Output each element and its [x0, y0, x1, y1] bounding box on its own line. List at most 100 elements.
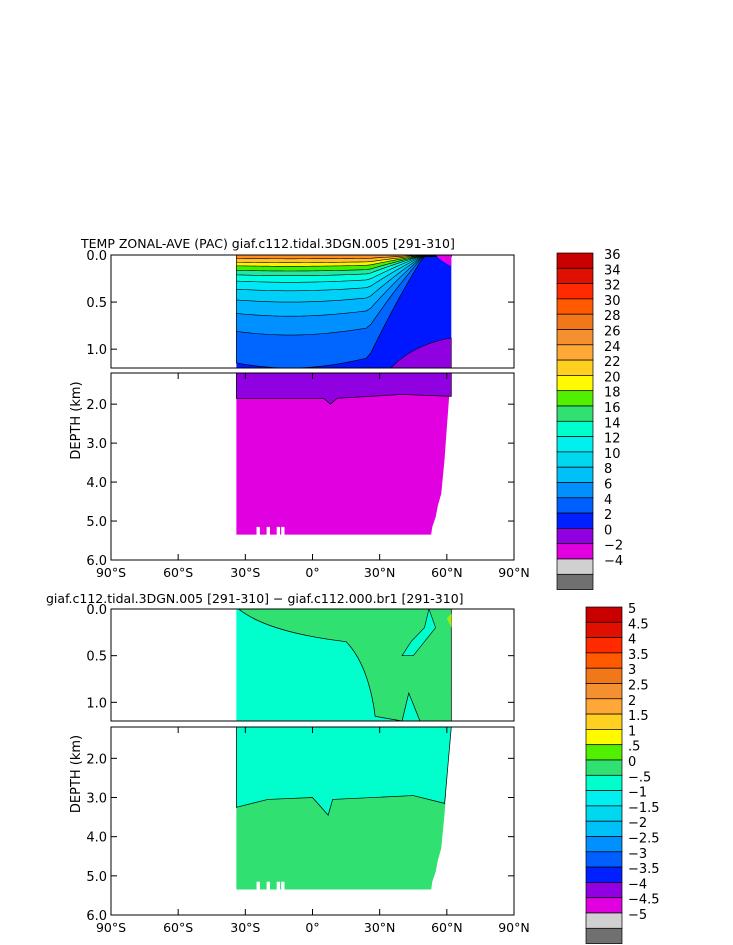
x-tick-label: 60°S: [163, 920, 193, 935]
colorbar-swatch: [556, 390, 594, 407]
y-tick-label: 6.0: [86, 909, 107, 924]
colorbar-label: 2: [628, 694, 636, 709]
chart-title: TEMP ZONAL-AVE (PAC) giaf.c112.tidal.3DG…: [80, 236, 455, 251]
colorbar-swatch: [556, 420, 594, 437]
y-tick-label: 4.0: [86, 476, 107, 491]
x-tick-label: 60°N: [431, 920, 463, 935]
layer-deep: [236, 373, 452, 535]
colorbar-swatch: [585, 652, 623, 669]
x-tick-label: 60°N: [431, 565, 463, 580]
colorbar-swatch: [556, 543, 594, 560]
colorbar-swatch: [585, 912, 623, 929]
colorbar-label: −1.5: [628, 801, 660, 816]
x-tick-label: 30°S: [230, 565, 260, 580]
colorbar-swatch: [556, 528, 594, 545]
bathymetry-gap: [266, 881, 270, 891]
diff-positive: [446, 613, 452, 628]
colorbar-label: 28: [604, 309, 621, 324]
diff-negative: [236, 727, 452, 816]
colorbar-label: −3.5: [628, 862, 660, 877]
x-tick-label: 90°S: [96, 565, 126, 580]
colorbar-label: 5: [628, 602, 636, 617]
colorbar-swatch: [585, 713, 623, 730]
colorbar-label: 4: [628, 633, 636, 648]
upper-field: [236, 255, 452, 368]
panel-2: giaf.c112.tidal.3DGN.005 [291-310] − gia…: [46, 591, 660, 944]
diff-positive: [238, 609, 452, 721]
y-tick-label: 3.0: [86, 437, 107, 452]
colorbar-swatch: [556, 298, 594, 315]
y-tick-label: 0.5: [86, 296, 107, 311]
colorbar-label: 18: [604, 386, 621, 401]
colorbar-label: 14: [604, 416, 621, 431]
colorbar-label: 26: [604, 325, 621, 340]
colorbar-label: 12: [604, 432, 621, 447]
colorbar-label: 6: [604, 478, 612, 493]
colorbar-swatch: [556, 359, 594, 376]
colorbar-label: 3: [628, 663, 636, 678]
y-tick-label: 5.0: [86, 515, 107, 530]
colorbar-label: 2.5: [628, 679, 649, 694]
bathymetry-gap: [281, 526, 285, 536]
upper-frame: [110, 254, 515, 369]
colorbar-label: 1.5: [628, 709, 649, 724]
colorbar-swatch: [556, 267, 594, 284]
colorbar-label: −.5: [628, 770, 651, 785]
colorbar-swatch: [585, 851, 623, 868]
lower-field: [236, 727, 452, 891]
layer-upper: [236, 373, 452, 405]
colorbar-swatch: [556, 451, 594, 468]
temp-band: [435, 255, 452, 267]
colorbar-label: 20: [604, 370, 621, 385]
colorbar-swatch: [585, 683, 623, 700]
x-tick-label: 0°: [305, 920, 319, 935]
colorbar-label: 30: [604, 294, 621, 309]
colorbar-swatch: [585, 759, 623, 776]
colorbar-swatch: [556, 573, 594, 590]
bathymetry-gap: [256, 526, 260, 536]
colorbar-swatch: [556, 497, 594, 514]
colorbar-swatch: [585, 774, 623, 791]
colorbar-label: −2.5: [628, 832, 660, 847]
y-tick-label: 6.0: [86, 554, 107, 569]
colorbar-swatch: [556, 313, 594, 330]
y-tick-label: 2.0: [86, 752, 107, 767]
y-tick-label: 0.5: [86, 650, 107, 665]
colorbar-swatch: [556, 329, 594, 346]
colorbar-label: .5: [628, 740, 640, 755]
colorbar-label: −5: [628, 908, 647, 923]
diff-negative: [401, 609, 436, 656]
colorbar-swatch: [556, 436, 594, 453]
colorbar-label: 22: [604, 355, 621, 370]
colorbar-label: 32: [604, 279, 621, 294]
temp-band: [390, 337, 452, 368]
colorbar-label: 0: [628, 755, 636, 770]
colorbar-swatch: [585, 836, 623, 853]
colorbar-label: 0: [604, 523, 612, 538]
x-tick-label: 90°N: [498, 565, 530, 580]
x-tick-label: 90°S: [96, 920, 126, 935]
colorbar-label: 1: [628, 724, 636, 739]
y-tick-label: 4.0: [86, 831, 107, 846]
bathymetry-gap: [276, 526, 281, 536]
colorbar-swatch: [585, 790, 623, 807]
x-tick-label: 60°S: [163, 565, 193, 580]
colorbar-label: −2: [604, 539, 623, 554]
x-tick-label: 30°S: [230, 920, 260, 935]
colorbar-swatch: [585, 882, 623, 899]
x-tick-label: 30°N: [364, 565, 396, 580]
colorbar-swatch: [556, 405, 594, 422]
y-tick-label: 0.0: [86, 603, 107, 618]
colorbar-swatch: [556, 375, 594, 392]
bathymetry-gap: [256, 881, 260, 891]
colorbar-swatch: [556, 482, 594, 499]
colorbar-label: −4: [604, 554, 623, 569]
colorbar-label: 10: [604, 447, 621, 462]
colorbar-swatch: [585, 621, 623, 638]
colorbar-swatch: [585, 637, 623, 654]
colorbar-label: 2: [604, 508, 612, 523]
colorbar-swatch: [585, 927, 623, 944]
upper-frame: [110, 608, 515, 722]
bathymetry-gap: [281, 881, 285, 891]
y-tick-label: 5.0: [86, 870, 107, 885]
